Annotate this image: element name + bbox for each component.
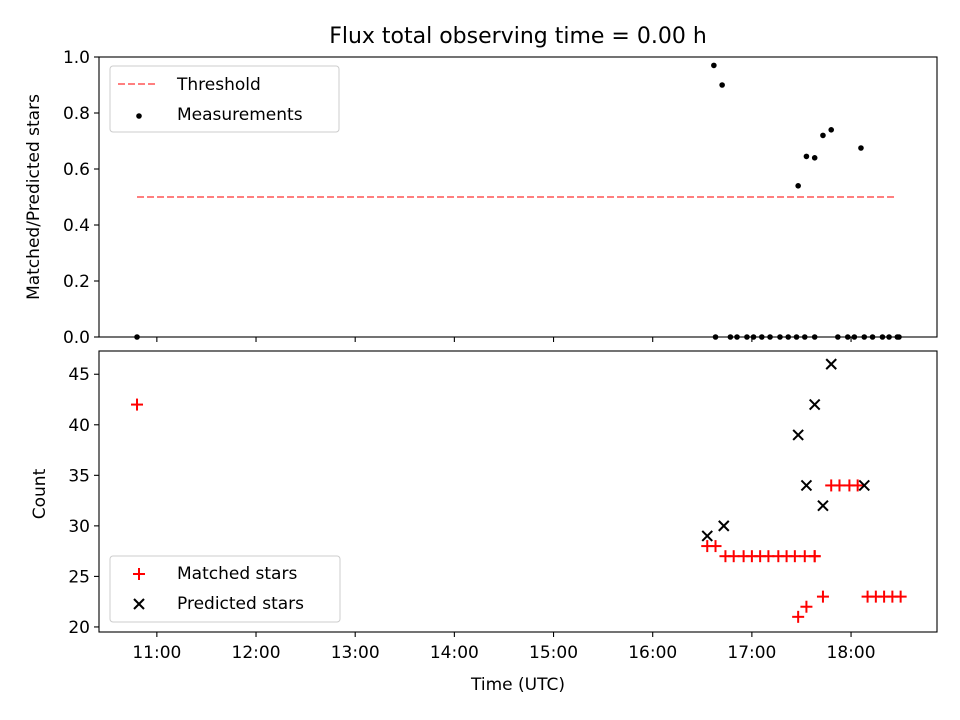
legend-matched-label: Matched stars: [177, 564, 297, 584]
matched-stars-point: [808, 550, 821, 563]
measurement-point: [869, 334, 876, 340]
y-tick-label: 30: [68, 517, 90, 537]
matched-stars-point: [131, 398, 144, 411]
measurement-point: [734, 334, 740, 340]
bottom-legend: Matched stars Predicted stars: [109, 555, 341, 623]
predicted-stars-point: [808, 398, 821, 411]
matched-stars-point: [792, 610, 805, 623]
y-tick-label: 0.0: [63, 328, 90, 348]
predicted-stars-point: [825, 358, 837, 370]
x-axis-label: Time (UTC): [470, 675, 565, 695]
matched-stars-point: [800, 600, 813, 613]
measurement-point: [879, 334, 886, 340]
x-tick-label: 17:00: [727, 643, 776, 663]
y-tick-label: 40: [68, 416, 90, 436]
measurement-point: [851, 334, 858, 340]
measurement-point: [711, 62, 717, 69]
predicted-stars-point: [800, 479, 813, 492]
y-tick-label: 1.0: [63, 48, 90, 68]
y-tick-label: 45: [68, 365, 90, 385]
measurement-point: [886, 334, 892, 340]
measurement-point: [777, 334, 783, 340]
top-legend: Threshold Measurements: [109, 65, 340, 133]
matched-stars-point: [894, 590, 907, 603]
measurement-point: [727, 334, 734, 340]
chart-title: Flux total observing time = 0.00 h: [329, 24, 707, 49]
y-tick-label: 0.4: [63, 216, 90, 236]
legend-matched-swatch: [133, 568, 145, 580]
measurement-point: [811, 334, 818, 340]
measurement-point: [858, 145, 864, 151]
y-tick-label: 0.6: [63, 160, 90, 180]
measurement-point: [758, 334, 765, 340]
measurement-point: [861, 334, 868, 340]
measurement-point: [828, 127, 835, 133]
predicted-stars-point: [858, 479, 870, 492]
matched-stars-point: [709, 540, 722, 553]
x-tick-label: 11:00: [132, 643, 181, 663]
matched-stars-point: [851, 479, 864, 492]
ratio-panel: 0.0 0.2 0.4 0.6 0.8 1.0 Matched/Predicted sta…: [24, 48, 938, 348]
measurement-point: [844, 334, 851, 340]
measurement-point: [134, 334, 140, 340]
x-tick-label: 18:00: [827, 643, 876, 663]
measurement-point: [803, 153, 810, 160]
y-tick-label: 20: [68, 618, 90, 638]
top-y-axis-label: Matched/Predicted stars: [24, 94, 44, 300]
predicted-stars-point: [817, 499, 829, 512]
x-tick-label: 16:00: [628, 643, 677, 663]
measurement-point: [795, 183, 801, 189]
y-tick-label: 0.2: [63, 272, 90, 292]
predicted-stars-point: [718, 520, 730, 532]
measurement-point: [767, 334, 773, 340]
bottom-y-axis-label: Count: [30, 468, 50, 519]
legend-measurements-label: Measurements: [177, 105, 303, 125]
x-tick-label: 14:00: [430, 643, 479, 663]
measurement-point: [785, 334, 792, 340]
x-tick-label: 13:00: [331, 643, 380, 663]
legend-threshold-label: Threshold: [176, 75, 261, 95]
x-tick-label: 15:00: [529, 643, 578, 663]
x-tick-label: 12:00: [232, 643, 281, 663]
predicted-stars-point: [701, 530, 713, 542]
measurement-point: [801, 334, 808, 340]
y-tick-label: 0.8: [63, 104, 90, 124]
measurement-point: [896, 334, 902, 340]
predicted-stars-point: [792, 429, 804, 441]
measurement-point: [719, 82, 725, 88]
y-tick-label: 25: [68, 567, 90, 587]
y-tick-label: 35: [68, 466, 90, 486]
legend-measurements-swatch: [136, 113, 142, 119]
legend-predicted-label: Predicted stars: [177, 594, 304, 614]
count-panel: 20 25 30 35 40 45 11:00 12:00 13:00 14:00 15:00 16…: [30, 350, 938, 695]
measurement-point: [712, 334, 719, 340]
measurement-point: [835, 334, 841, 340]
matched-stars-point: [816, 590, 829, 603]
legend-predicted-swatch: [133, 598, 145, 610]
measurement-point: [793, 334, 800, 340]
measurement-point: [744, 334, 750, 340]
measurement-point: [820, 132, 826, 139]
measurement-point: [811, 155, 818, 161]
